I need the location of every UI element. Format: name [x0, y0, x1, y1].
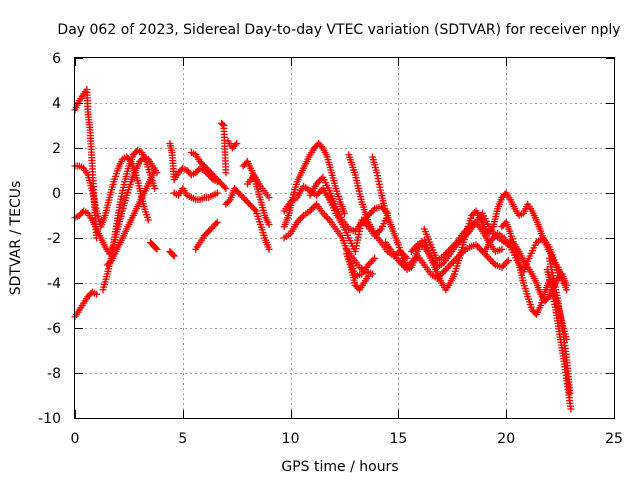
y-tick-label: -4	[47, 276, 61, 292]
data-point	[213, 189, 221, 197]
data-point	[566, 389, 574, 397]
data-point	[212, 220, 220, 228]
data-points	[71, 86, 575, 413]
y-tick-label: 2	[52, 141, 61, 157]
data-point	[144, 216, 152, 224]
data-point	[170, 252, 178, 260]
x-axis-label: GPS time / hours	[281, 459, 398, 475]
y-tick-label: -2	[47, 231, 61, 247]
data-point	[371, 254, 379, 262]
data-point	[318, 143, 326, 150]
data-point	[153, 245, 161, 253]
y-tick-labels: -10 -8 -6 -4 -2 0 2 4 6	[38, 51, 61, 427]
axis-ticks	[75, 58, 615, 419]
chart-title: Day 062 of 2023, Sidereal Day-to-day VTE…	[57, 22, 620, 38]
data-point	[341, 209, 348, 217]
data-point	[106, 258, 114, 266]
y-tick-label: -8	[47, 366, 61, 382]
y-tick-label: 6	[52, 51, 61, 67]
x-tick-label: 25	[605, 431, 623, 447]
data-point	[369, 270, 377, 278]
data-point	[151, 185, 159, 192]
x-tick-labels: 0 5 10 15 20 25	[71, 431, 623, 447]
y-axis-label: SDTVAR / TECUs	[8, 181, 24, 296]
plot-frame	[74, 57, 615, 419]
y-tick-label: -6	[47, 321, 61, 337]
data-point	[233, 140, 241, 147]
x-tick-label: 10	[282, 431, 300, 447]
x-tick-label: 0	[71, 431, 80, 447]
data-point	[152, 244, 160, 252]
y-tick-label: 4	[52, 96, 61, 112]
data-point	[222, 169, 230, 177]
data-point	[222, 185, 230, 192]
data-point	[265, 245, 273, 253]
data-point	[265, 194, 273, 201]
x-tick-label: 20	[497, 431, 515, 447]
data-point	[151, 167, 159, 174]
data-point	[265, 221, 273, 228]
data-point	[251, 206, 259, 213]
data-point	[563, 281, 571, 289]
x-tick-label: 15	[389, 431, 407, 447]
data-point	[544, 294, 552, 302]
data-point	[213, 218, 221, 226]
data-point	[220, 183, 228, 191]
data-point	[231, 141, 239, 149]
data-point	[498, 245, 506, 253]
data-point	[169, 251, 177, 259]
data-point	[567, 405, 575, 413]
data-point	[504, 257, 512, 264]
y-tick-label: 0	[52, 186, 61, 202]
data-point	[509, 239, 517, 247]
data-point	[93, 290, 101, 298]
data-point	[219, 120, 227, 128]
x-tick-label: 5	[178, 431, 187, 447]
y-tick-label: -10	[38, 411, 61, 427]
data-point	[225, 197, 233, 205]
